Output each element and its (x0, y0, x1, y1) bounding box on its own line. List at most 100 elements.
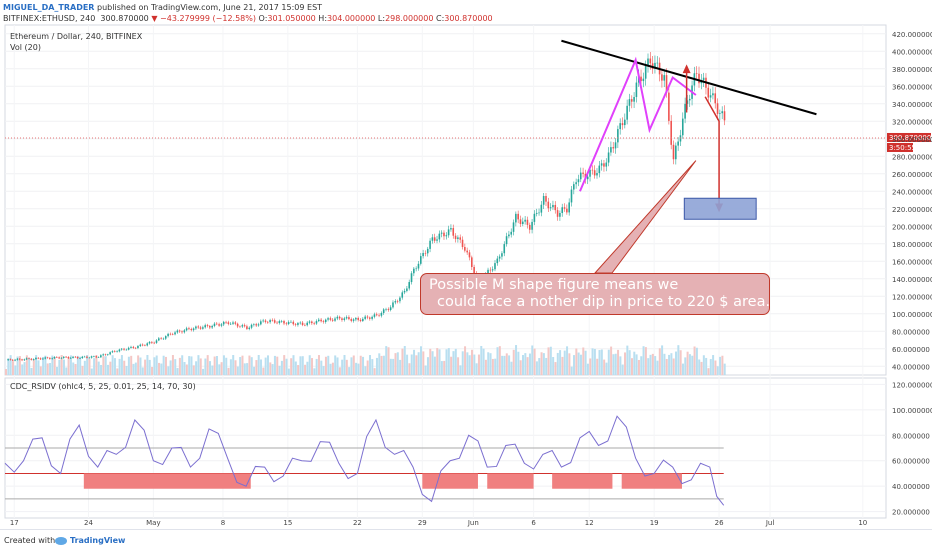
volume-bar (311, 358, 314, 375)
volume-bar (104, 356, 107, 375)
volume-bar (471, 349, 474, 375)
x-tick-label: 17 (10, 519, 19, 527)
volume-bar (206, 355, 209, 375)
chart-canvas[interactable]: 300.870000 3:50:55 420.000000 400.000000 38… (0, 0, 932, 529)
change-value: ▼ −43.279999 (−12.58%) (151, 14, 256, 23)
volume-bar (719, 356, 722, 375)
candle-body (162, 338, 165, 340)
candle-body (276, 322, 278, 324)
main-y-tick-label: 240.000000 (892, 188, 932, 196)
rsi-y-tick-label: 40.000000 (892, 483, 930, 491)
candle-body (185, 328, 188, 331)
candle-body (255, 324, 257, 326)
candle-body (417, 263, 420, 269)
main-y-tick-label: 200.000000 (892, 223, 932, 231)
volume-bar (185, 364, 188, 375)
volume-bar (266, 355, 269, 375)
up-arrow-head (682, 64, 691, 74)
volume-bar (491, 358, 494, 375)
candle-body (373, 314, 376, 317)
candle-body (292, 321, 295, 325)
volume-bar (16, 356, 19, 375)
volume-bar (162, 355, 165, 375)
candle-body (382, 309, 385, 313)
candle-body (392, 302, 394, 308)
candle-body (348, 317, 350, 320)
volume-bar (148, 359, 151, 375)
main-y-tick-label: 180.000000 (892, 241, 932, 249)
candle-body (380, 312, 383, 316)
volume-bar (716, 366, 719, 375)
volume-bar (308, 355, 311, 375)
candle-body (46, 357, 49, 359)
rsi-band (487, 473, 534, 489)
candle-body (371, 316, 373, 319)
volume-bar (283, 355, 286, 375)
candle-body (100, 355, 102, 358)
candle-body (141, 344, 144, 346)
candle-body (334, 318, 336, 321)
volume-bar (44, 355, 47, 375)
candle-body (222, 321, 225, 325)
candle-body (246, 326, 248, 329)
candle-body (329, 318, 332, 320)
candle-body (577, 179, 580, 183)
candle-body (176, 330, 179, 333)
volume-bar (62, 359, 65, 375)
volume-bar (336, 357, 339, 375)
candle-body (355, 318, 357, 320)
volume-bar (46, 363, 49, 375)
candle-body (426, 248, 429, 254)
candle-body (570, 189, 573, 203)
volume-bar (160, 363, 163, 375)
tradingview-brand[interactable]: TradingView (70, 536, 126, 545)
volume-bar (633, 351, 636, 375)
candle-body (107, 354, 109, 355)
volume-bar (387, 347, 390, 375)
rsi-band (621, 473, 682, 489)
candle-body (345, 317, 348, 319)
volume-bar (304, 364, 307, 375)
candle-body (471, 257, 473, 268)
volume-bar (65, 367, 68, 375)
volume-bar (285, 358, 288, 375)
candle-body (213, 323, 216, 326)
volume-bar (25, 355, 28, 375)
volume-bar (663, 353, 666, 375)
volume-bar (436, 348, 439, 375)
volume-bar (21, 364, 24, 375)
candle-body (531, 221, 533, 230)
candle-body (677, 141, 679, 146)
volume-bar (610, 346, 613, 375)
volume-bar (410, 354, 413, 375)
volume-bar (95, 355, 98, 375)
candle-body (304, 324, 306, 326)
author-link[interactable]: MIGUEL_DA_TRADER (3, 3, 95, 12)
candle-body (271, 320, 274, 321)
volume-bar (642, 346, 645, 375)
volume-bar (394, 353, 397, 375)
volume-bar (508, 355, 511, 375)
volume-bar (294, 361, 297, 375)
volume-bar (37, 360, 40, 375)
volume-bar (123, 360, 126, 375)
candle-body (415, 268, 417, 270)
volume-bar (482, 348, 485, 375)
volume-bar (533, 348, 536, 375)
candle-body (111, 351, 114, 353)
volume-bar (498, 346, 501, 375)
volume-bar (53, 357, 56, 375)
candle-body (232, 322, 234, 324)
volume-bar (107, 364, 110, 375)
candle-body (164, 336, 167, 339)
volume-bar (130, 355, 133, 375)
volume-bar (232, 355, 235, 375)
volume-bar (218, 364, 221, 375)
volume-bar (686, 351, 689, 375)
volume-bar (688, 354, 691, 375)
volume-bar (35, 355, 38, 375)
volume-bar (617, 349, 620, 375)
candle-body (290, 321, 292, 323)
candle-body (229, 323, 232, 325)
volume-bar (169, 360, 172, 375)
